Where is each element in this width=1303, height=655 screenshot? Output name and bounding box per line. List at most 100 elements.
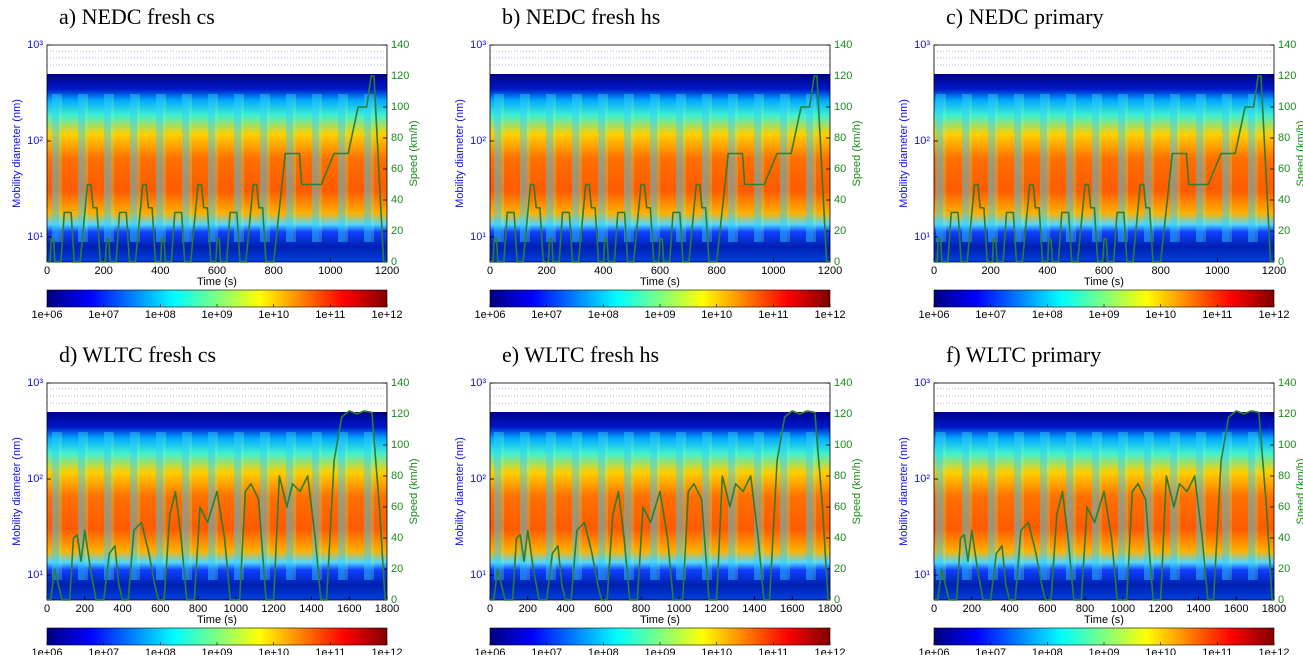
heatmap-texture <box>934 432 1274 580</box>
x-tick-label: 1200 <box>1148 603 1172 615</box>
y2-axis-label: Speed (km/h) <box>1295 120 1303 186</box>
y2-tick-label: 60 <box>834 163 846 175</box>
y2-tick-label: 0 <box>391 594 397 606</box>
colorbar-tick-label: 1e+09 <box>645 309 676 321</box>
y2-tick-label: 140 <box>391 39 409 51</box>
colorbar-tick-label: 1e+07 <box>88 309 119 321</box>
x-tick-label: 600 <box>594 603 612 615</box>
y-axis-label: Mobility diameter (nm) <box>898 99 910 208</box>
y-tick-label: 10¹ <box>27 231 43 243</box>
y2-tick-label: 140 <box>834 377 852 389</box>
y-tick-label: 10² <box>914 135 930 147</box>
y2-tick-label: 140 <box>1278 39 1296 51</box>
heatmap-texture <box>47 432 387 580</box>
x-tick-label: 1000 <box>1111 603 1135 615</box>
colorbar-tick-label: 1e+12 <box>372 647 403 655</box>
speed-line <box>490 410 830 601</box>
colorbar-tick-label: 1e+09 <box>202 647 233 655</box>
x-tick-label: 600 <box>151 603 169 615</box>
colorbar-tick-label: 1e+06 <box>919 647 950 655</box>
y2-tick-label: 0 <box>834 594 840 606</box>
colorbar-tick-label: 1e+10 <box>1145 309 1176 321</box>
y-tick-label: 10² <box>470 473 486 485</box>
y2-tick-label: 20 <box>834 225 846 237</box>
y2-tick-label: 0 <box>1278 256 1284 268</box>
colorbar-tick-label: 1e+08 <box>145 647 176 655</box>
y-tick-label: 10¹ <box>914 231 930 243</box>
y2-tick-label: 140 <box>1278 377 1296 389</box>
y-axis-label: Mobility diameter (nm) <box>454 99 466 208</box>
x-axis-label: Time (s) <box>197 614 237 626</box>
y2-tick-label: 60 <box>391 501 403 513</box>
x-tick-label: 400 <box>1000 603 1018 615</box>
colorbar-tick-label: 1e+11 <box>758 647 788 655</box>
x-tick-label: 1000 <box>1205 265 1229 277</box>
x-tick-label: 200 <box>963 603 981 615</box>
colorbar-tick-label: 1e+10 <box>701 647 732 655</box>
colorbar-tick-label: 1e+07 <box>531 647 562 655</box>
x-tick-label: 1800 <box>818 603 842 615</box>
y-axis-label: Mobility diameter (nm) <box>11 437 23 546</box>
y2-tick-label: 40 <box>391 194 403 206</box>
y-tick-label: 10¹ <box>914 569 930 581</box>
x-tick-label: 1200 <box>704 603 728 615</box>
colorbar-tick-label: 1e+12 <box>815 647 846 655</box>
y2-tick-label: 100 <box>834 101 852 113</box>
speed-line <box>47 410 387 601</box>
y2-tick-label: 80 <box>834 132 846 144</box>
y-tick-label: 10¹ <box>470 569 486 581</box>
plot-frame <box>46 382 388 601</box>
y2-tick-label: 60 <box>1278 163 1290 175</box>
x-tick-label: 1400 <box>1186 603 1210 615</box>
colorbar-tick-label: 1e+08 <box>145 309 176 321</box>
y2-tick-label: 20 <box>391 563 403 575</box>
x-tick-label: 800 <box>1151 265 1169 277</box>
colorbar-tick-label: 1e+12 <box>1259 647 1290 655</box>
y-tick-label: 10³ <box>470 377 486 389</box>
y2-tick-label: 20 <box>834 563 846 575</box>
colorbar-tick-label: 1e+07 <box>975 647 1006 655</box>
y2-axis-label: Speed (km/h) <box>851 120 863 186</box>
y2-tick-label: 20 <box>1278 225 1290 237</box>
x-tick-label: 1200 <box>375 265 399 277</box>
x-tick-label: 800 <box>189 603 207 615</box>
colorbar-tick-label: 1e+07 <box>88 647 119 655</box>
y2-tick-label: 100 <box>1278 101 1296 113</box>
y2-tick-label: 0 <box>391 256 397 268</box>
x-tick-label: 1000 <box>667 603 691 615</box>
x-tick-label: 1400 <box>299 603 323 615</box>
plot-frame <box>933 382 1275 601</box>
x-tick-label: 1200 <box>261 603 285 615</box>
colorbar-tick-label: 1e+11 <box>1202 309 1232 321</box>
colorbar-tick-label: 1e+06 <box>475 309 506 321</box>
y-tick-label: 10² <box>27 135 43 147</box>
panel-title: d) WLTC fresh cs <box>59 342 216 367</box>
y-tick-label: 10³ <box>914 377 930 389</box>
x-tick-label: 200 <box>76 603 94 615</box>
heatmap-texture <box>490 94 830 242</box>
x-tick-label: 1000 <box>761 265 785 277</box>
colorbar-tick-label: 1e+10 <box>258 647 289 655</box>
y2-tick-label: 120 <box>391 408 409 420</box>
plot-frame <box>489 382 831 601</box>
colorbar-tick-label: 1e+06 <box>32 309 63 321</box>
colorbar-tick-label: 1e+10 <box>1145 647 1176 655</box>
x-tick-label: 1000 <box>318 265 342 277</box>
y2-axis-label: Speed (km/h) <box>408 458 420 524</box>
panel-title: a) NEDC fresh cs <box>59 4 215 29</box>
y-tick-label: 10³ <box>27 39 43 51</box>
x-tick-label: 200 <box>94 265 112 277</box>
colorbar-tick-label: 1e+08 <box>1032 647 1063 655</box>
colorbar-tick-label: 1e+11 <box>758 309 788 321</box>
heatmap-texture <box>490 432 830 580</box>
y2-tick-label: 40 <box>391 532 403 544</box>
x-tick-label: 800 <box>632 603 650 615</box>
heatmap-texture <box>934 94 1274 242</box>
x-tick-label: 800 <box>1076 603 1094 615</box>
x-tick-label: 0 <box>44 603 50 615</box>
x-axis-label: Time (s) <box>640 276 680 288</box>
x-tick-label: 400 <box>594 265 612 277</box>
